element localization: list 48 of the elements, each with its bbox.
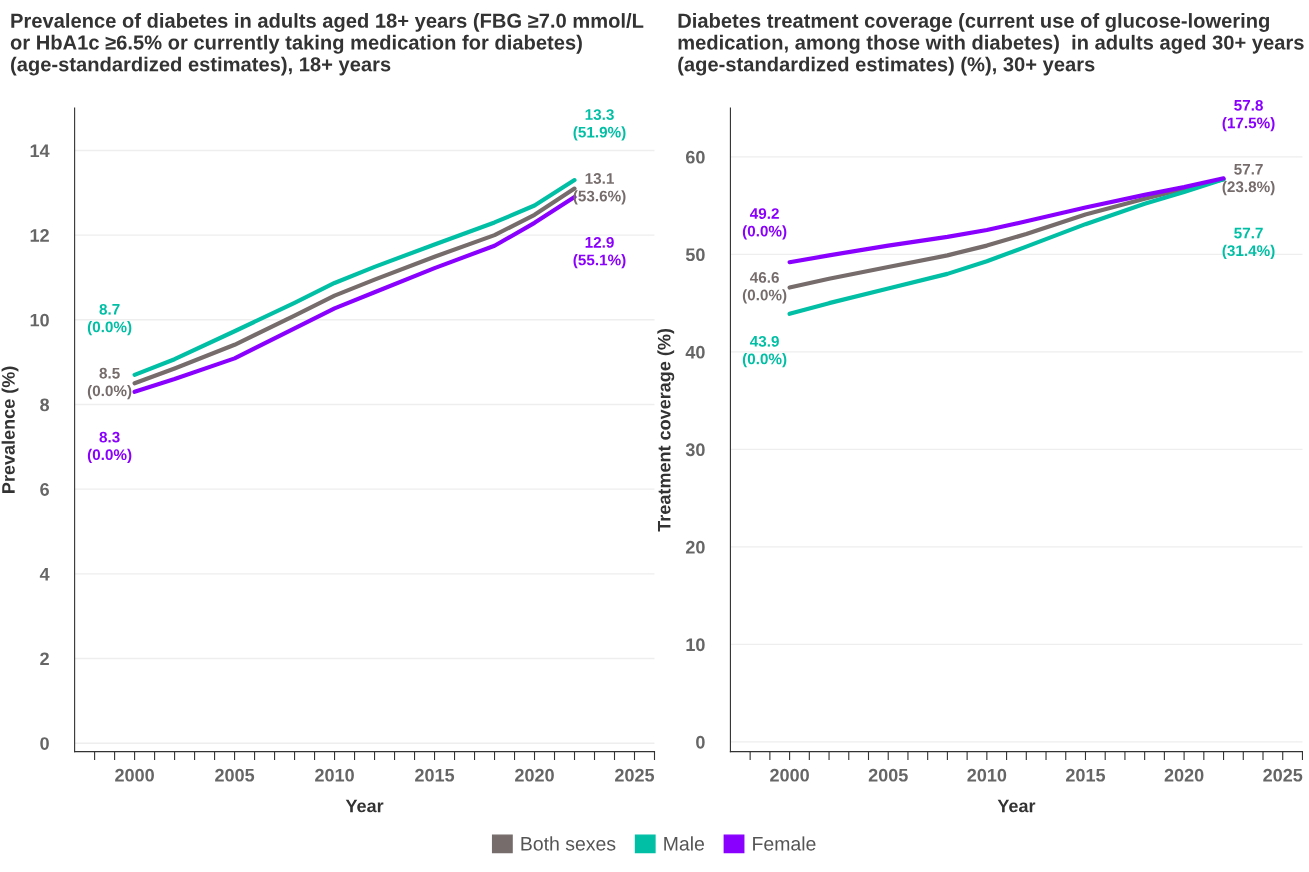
x-tick-label: 2000: [115, 768, 154, 782]
data-label: 49.2 (0.0%): [742, 208, 787, 240]
data-label: 57.8 (17.5%): [1222, 99, 1275, 132]
data-label: 57.7 (31.4%): [1222, 227, 1275, 260]
y-tick-label: 0: [40, 737, 49, 750]
x-tick-label: 2015: [1066, 768, 1106, 782]
y-tick-label: 2: [40, 652, 49, 666]
data-label: 13.3 (51.9%): [573, 109, 626, 141]
chart-title: Prevalence of diabetes in adults aged 18+ years (FBG ≥7.0 mmol/L or HbA1c ≥6.5% or currently taking medication for diabetes) (age-standardized estimates), 18+ years: [10, 13, 644, 76]
data-label: 43.9 (0.0%): [742, 335, 787, 368]
y-tick-label: 40: [685, 345, 705, 359]
x-tick-label: 2025: [615, 768, 655, 782]
y-tick-label: 4: [39, 567, 50, 581]
data-label: 46.6 (0.0%): [742, 272, 787, 304]
x-tick-label: 2005: [868, 768, 908, 782]
x-tick-label: 2020: [1164, 768, 1204, 782]
x-tick-label: 2025: [1263, 768, 1303, 782]
y-tick-label: 60: [686, 150, 705, 164]
y-tick-label: 8: [40, 398, 50, 412]
data-label: 13.1 (53.6%): [573, 173, 626, 205]
x-tick-label: 2005: [215, 768, 255, 782]
chart-title: Diabetes treatment coverage (current use of glucose-lowering medication, among those with diabetes) in adults aged 30+ years (age-standardized estimates) (%), 30+ years: [678, 13, 1304, 76]
legend-label: Both sexes: [521, 836, 616, 851]
data-label: 8.5 (0.0%): [87, 367, 132, 400]
y-axis-title: Prevalence (%): [1, 366, 19, 493]
x-tick-label: 2015: [415, 768, 455, 782]
y-tick-label: 50: [685, 248, 705, 262]
data-label: 57.7 (23.8%): [1222, 163, 1275, 196]
x-tick-label: 2010: [967, 768, 1007, 782]
y-axis-title: Treatment coverage (%): [657, 328, 675, 532]
x-tick-label: 2010: [315, 768, 354, 782]
x-axis-title: Year: [997, 799, 1036, 813]
legend-label: Female: [753, 836, 816, 851]
y-tick-label: 10: [30, 313, 49, 327]
x-tick-label: 2020: [515, 768, 554, 782]
y-tick-label: 0: [696, 735, 705, 749]
y-tick-label: 20: [685, 540, 705, 554]
data-label: 12.9 (55.1%): [573, 236, 626, 269]
legend-label: Male: [664, 836, 704, 851]
y-tick-label: 10: [686, 638, 705, 652]
y-tick-label: 6: [40, 483, 49, 496]
x-tick-label: 2000: [770, 768, 809, 782]
data-label: 8.7 (0.0%): [87, 303, 132, 336]
y-tick-label: 30: [685, 443, 705, 457]
y-tick-label: 12: [30, 229, 49, 242]
y-tick-label: 14: [30, 144, 50, 158]
x-axis-title: Year: [345, 799, 384, 813]
data-label: 8.3 (0.0%): [87, 431, 132, 464]
